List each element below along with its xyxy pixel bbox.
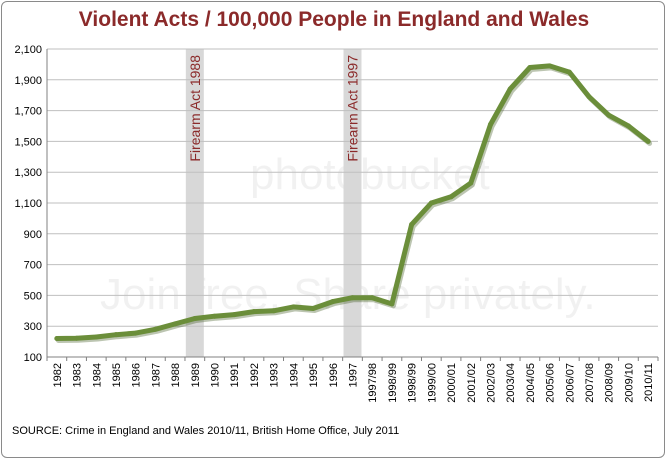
axes bbox=[46, 49, 659, 361]
y-tick-label: 1,300 bbox=[14, 167, 42, 179]
x-tick-label: 1990 bbox=[210, 363, 222, 387]
data-point bbox=[606, 112, 612, 118]
data-point bbox=[566, 69, 572, 75]
y-tick-label: 1,700 bbox=[14, 106, 42, 118]
data-point bbox=[93, 334, 99, 340]
data-point bbox=[389, 301, 395, 307]
annotation-label: Firearm Act 1988 bbox=[187, 55, 203, 162]
data-point bbox=[468, 180, 474, 186]
x-tick-label: 1997 bbox=[348, 363, 360, 387]
y-tick-label: 100 bbox=[24, 352, 42, 364]
data-point bbox=[290, 304, 296, 310]
y-tick-label: 1,900 bbox=[14, 75, 42, 87]
series-layer bbox=[54, 63, 653, 343]
data-point bbox=[113, 332, 119, 338]
y-tick-label: 900 bbox=[24, 229, 42, 241]
data-point bbox=[547, 63, 553, 69]
y-tick-label: 500 bbox=[24, 290, 42, 302]
x-tick-label: 2003/04 bbox=[505, 363, 517, 403]
data-point bbox=[448, 194, 454, 200]
x-tick-label: 1982 bbox=[52, 363, 64, 387]
x-tick-label: 1988 bbox=[170, 363, 182, 387]
data-point bbox=[507, 86, 513, 92]
grid-lines bbox=[47, 48, 658, 327]
x-tick-label: 2005/06 bbox=[545, 363, 557, 403]
chart-title: Violent Acts / 100,000 People in England… bbox=[78, 8, 590, 31]
labels-layer: Firearm Act 1988 Firearm Act 1997 100 300 50… bbox=[14, 44, 655, 403]
x-tick-label: 2006/07 bbox=[564, 363, 576, 403]
data-point bbox=[74, 335, 80, 341]
data-point bbox=[310, 305, 316, 311]
x-tick-label: 1995 bbox=[308, 363, 320, 387]
x-tick-label: 1994 bbox=[288, 363, 300, 387]
x-tick-label: 1983 bbox=[72, 363, 84, 387]
data-point bbox=[172, 321, 178, 327]
y-tick-label: 1,100 bbox=[14, 198, 42, 210]
x-tick-label: 1998/99 bbox=[387, 363, 399, 403]
x-tick-label: 1987 bbox=[150, 363, 162, 387]
data-point bbox=[133, 330, 139, 336]
x-tick-label: 1998/99 bbox=[407, 363, 419, 403]
x-tick-label: 2007/08 bbox=[584, 363, 596, 403]
data-point bbox=[428, 200, 434, 206]
y-tick-label: 2,100 bbox=[14, 44, 42, 56]
x-tick-label: 1993 bbox=[269, 363, 281, 387]
data-point bbox=[645, 138, 651, 144]
x-tick-label: 1989 bbox=[190, 363, 202, 387]
y-tick-label: 1,500 bbox=[14, 136, 42, 148]
data-point bbox=[409, 222, 415, 228]
data-point bbox=[152, 326, 158, 332]
x-tick-label: 2008/09 bbox=[604, 363, 616, 403]
data-point bbox=[527, 64, 533, 70]
x-tick-label: 2004/05 bbox=[525, 363, 537, 403]
data-point bbox=[350, 295, 355, 301]
data-point bbox=[231, 312, 237, 318]
x-tick-label: 2009/10 bbox=[623, 363, 635, 403]
data-point bbox=[487, 121, 493, 127]
x-tick-label: 2000/01 bbox=[446, 363, 458, 403]
data-point bbox=[192, 316, 198, 321]
annotation-label: Firearm Act 1997 bbox=[345, 55, 361, 162]
source-note: SOURCE: Crime in England and Wales 2010/… bbox=[12, 425, 400, 437]
data-point bbox=[251, 309, 257, 315]
y-tick-label: 300 bbox=[24, 321, 42, 333]
y-tick-label: 700 bbox=[24, 260, 42, 272]
x-tick-label: 1997/98 bbox=[367, 363, 379, 403]
x-tick-label: 1996 bbox=[328, 363, 340, 387]
data-point bbox=[625, 123, 631, 129]
data-point bbox=[369, 295, 375, 301]
x-tick-label: 1999/00 bbox=[426, 363, 438, 403]
data-point bbox=[586, 94, 592, 100]
data-point bbox=[54, 336, 60, 342]
x-tick-label: 1986 bbox=[131, 363, 143, 387]
data-point bbox=[330, 299, 336, 305]
x-tick-label: 2002/03 bbox=[485, 363, 497, 403]
data-point bbox=[271, 308, 277, 314]
x-tick-label: 2010/11 bbox=[643, 363, 655, 402]
x-tick-label: 2001/02 bbox=[466, 363, 478, 403]
data-point bbox=[212, 313, 218, 319]
x-tick-label: 1992 bbox=[249, 363, 261, 387]
x-tick-label: 1985 bbox=[111, 363, 123, 387]
x-tick-label: 1984 bbox=[91, 363, 103, 387]
x-tick-label: 1991 bbox=[229, 363, 241, 387]
